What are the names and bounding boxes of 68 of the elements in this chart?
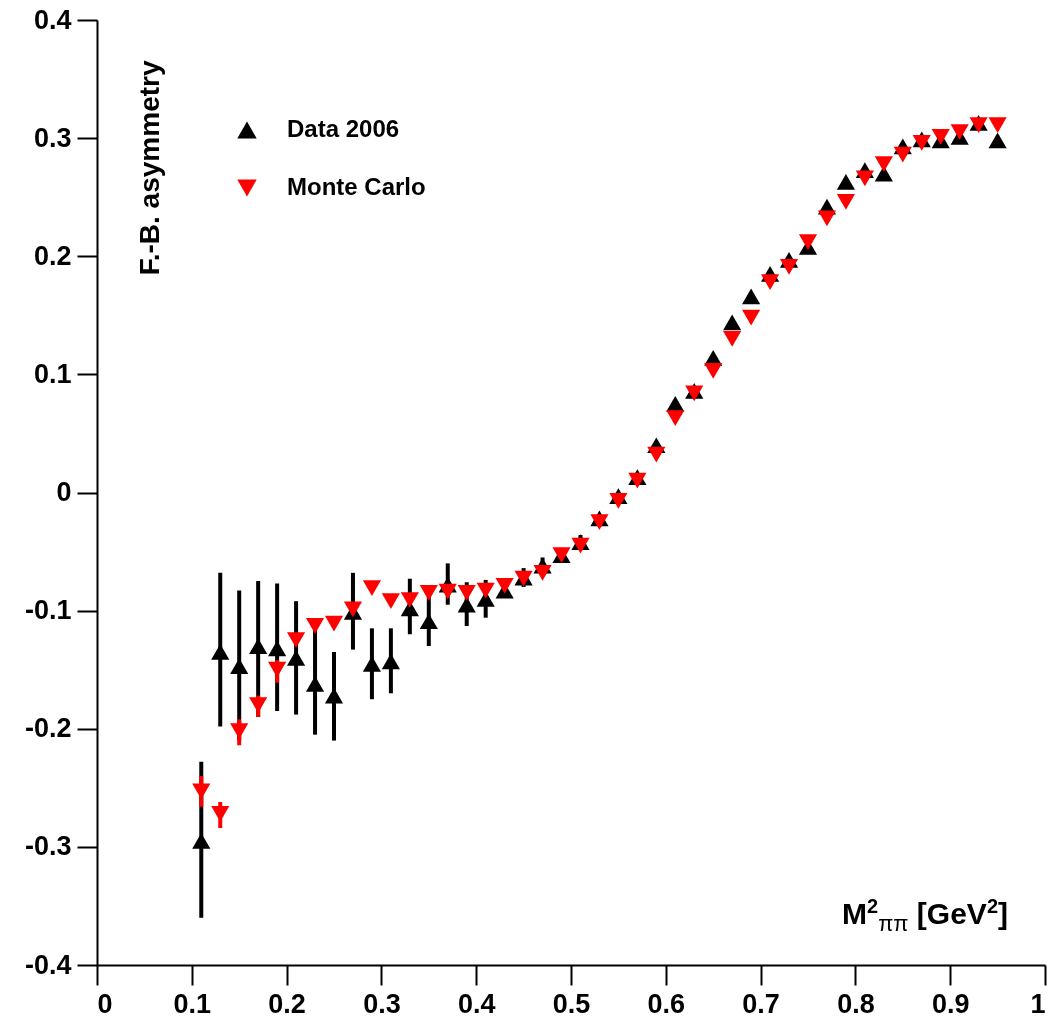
point [533, 564, 552, 581]
y-tick-label: -0.1 [24, 595, 72, 626]
point [249, 697, 268, 713]
point [457, 585, 476, 601]
point [836, 173, 855, 190]
y-tick-label: -0.4 [24, 949, 72, 980]
point [779, 259, 799, 275]
point [211, 644, 230, 660]
y-axis-title: F.-B. asymmetry [133, 60, 165, 276]
point [950, 124, 969, 141]
point [400, 592, 419, 608]
point [287, 650, 306, 666]
legend-label: Monte Carlo [287, 173, 426, 200]
x-tick-label: 0.4 [457, 988, 496, 1019]
point [855, 170, 874, 187]
point [931, 129, 950, 145]
point [666, 410, 685, 426]
y-tick-label: 0.1 [33, 358, 72, 389]
y-tick-label: 0.3 [33, 122, 72, 153]
point [742, 288, 761, 305]
point [988, 117, 1007, 133]
x-tick-label: 0.2 [268, 988, 306, 1019]
point [305, 618, 325, 634]
x-tick-label: 0.9 [931, 988, 970, 1019]
point [438, 583, 457, 600]
point [742, 309, 761, 326]
point [230, 658, 249, 675]
y-tick-label: -0.2 [24, 713, 72, 744]
point [590, 514, 609, 530]
legend-label: Data 2006 [287, 115, 400, 142]
x-tick-label: 0.5 [552, 988, 591, 1019]
point [211, 805, 230, 822]
x-tick-label: 0.3 [363, 988, 401, 1019]
point [192, 833, 211, 849]
point [571, 537, 590, 554]
point [798, 234, 818, 250]
point [836, 194, 855, 210]
point [287, 632, 306, 649]
point [817, 210, 837, 227]
x-tick-label: 0.7 [742, 988, 780, 1019]
y-tick-label: 0.2 [33, 240, 72, 271]
point [704, 362, 723, 379]
point [723, 331, 742, 347]
point [647, 446, 666, 463]
x-tick-label: 0.6 [647, 988, 686, 1019]
point [761, 274, 780, 291]
point [381, 593, 400, 610]
point [362, 580, 381, 597]
point [249, 638, 268, 654]
y-tick-label: -0.3 [24, 831, 72, 862]
point [988, 132, 1007, 149]
x-tick-label: 0.1 [173, 988, 212, 1019]
point [893, 146, 912, 163]
point [723, 314, 742, 331]
point [419, 585, 438, 601]
x-axis-title: M$^{2}$$_{ππ}$ [GeV$^{2}$] [842, 895, 1008, 937]
x-tick-label: 0.8 [837, 988, 875, 1019]
point [305, 676, 325, 692]
y-tick-label: 0 [56, 477, 72, 507]
point [476, 582, 495, 599]
x-tick-label: 1 [1030, 988, 1046, 1019]
point [874, 156, 893, 172]
point [609, 492, 628, 509]
x-tick-label: 0 [97, 988, 113, 1019]
point [230, 723, 249, 739]
point [324, 615, 344, 632]
y-tick-label: 0.4 [33, 4, 72, 35]
point [495, 577, 514, 594]
